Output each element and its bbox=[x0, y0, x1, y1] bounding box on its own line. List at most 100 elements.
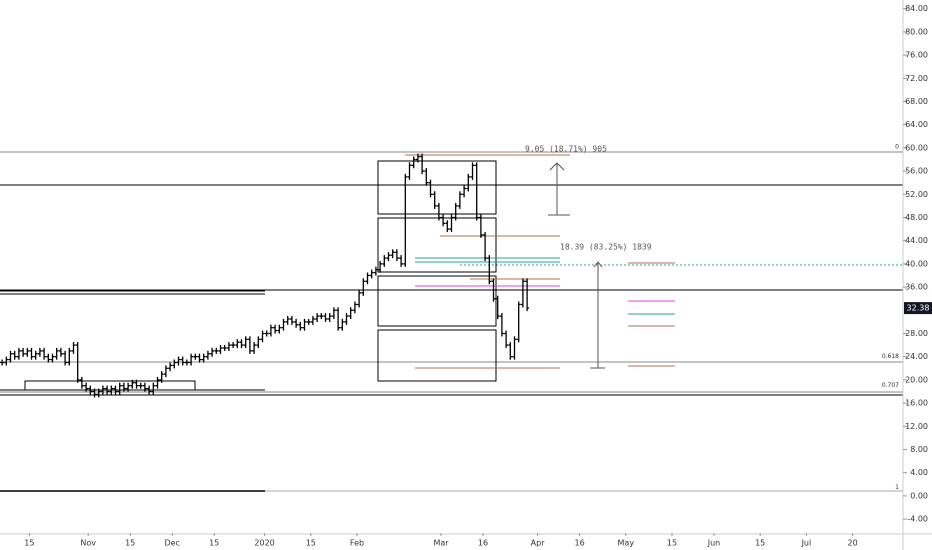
price-bar bbox=[323, 313, 328, 322]
price-bar bbox=[499, 313, 504, 337]
price-bar bbox=[226, 342, 231, 351]
price-bar bbox=[197, 353, 202, 363]
price-bar bbox=[403, 173, 408, 267]
y-tick-label: 20.00 bbox=[905, 375, 928, 384]
price-bar bbox=[193, 353, 198, 360]
price-bar bbox=[470, 162, 475, 180]
annotation: 9.05 (18.71%) 905 bbox=[525, 145, 607, 154]
price-bar bbox=[285, 315, 290, 325]
price-bar bbox=[134, 379, 139, 389]
price-bar bbox=[378, 260, 383, 273]
price-bar bbox=[37, 347, 42, 357]
price-bar bbox=[373, 266, 378, 276]
last-price-label: 32.38 bbox=[907, 304, 930, 313]
price-bar bbox=[25, 347, 30, 357]
price-bar bbox=[75, 342, 80, 383]
price-bar bbox=[239, 339, 244, 349]
x-tick-label: 15 bbox=[24, 539, 34, 548]
price-bar bbox=[214, 347, 219, 354]
price-bar bbox=[294, 318, 299, 328]
price-bar bbox=[441, 214, 446, 227]
price-bar bbox=[298, 321, 303, 331]
price-bar bbox=[117, 382, 122, 395]
level-label: 0.707 bbox=[882, 382, 899, 389]
price-bar bbox=[268, 324, 273, 337]
price-bar bbox=[79, 376, 84, 389]
y-tick-label: 16.00 bbox=[905, 399, 928, 408]
price-bar bbox=[176, 356, 181, 366]
price-bar bbox=[415, 153, 420, 163]
price-bar bbox=[512, 336, 517, 360]
price-bar bbox=[163, 365, 168, 378]
price-bar bbox=[247, 336, 252, 354]
x-tick-label: 15 bbox=[755, 539, 765, 548]
y-tick-label: 72.00 bbox=[905, 74, 928, 83]
price-bar bbox=[113, 385, 118, 395]
price-bar bbox=[315, 313, 320, 322]
price-bar bbox=[126, 382, 131, 392]
x-tick-label: Nov bbox=[80, 539, 96, 548]
price-bar bbox=[256, 336, 261, 349]
price-bar bbox=[327, 313, 332, 322]
level-label: 1 bbox=[895, 484, 899, 491]
x-tick-label: 2020 bbox=[254, 539, 274, 548]
price-bar bbox=[319, 313, 324, 320]
price-bar bbox=[390, 249, 395, 259]
price-bar bbox=[33, 350, 38, 360]
price-bar bbox=[310, 315, 315, 325]
price-bar bbox=[487, 255, 492, 285]
y-tick-label: 68.00 bbox=[905, 97, 928, 106]
y-tick-label: 36.00 bbox=[905, 283, 928, 292]
price-bar bbox=[231, 342, 236, 349]
price-bar bbox=[168, 362, 173, 372]
price-bar bbox=[12, 350, 17, 360]
price-bar bbox=[277, 324, 282, 334]
price-bar bbox=[411, 156, 416, 169]
price-bar bbox=[0, 359, 5, 366]
price-bar bbox=[445, 220, 450, 233]
y-tick-label: 8.00 bbox=[910, 445, 928, 454]
x-tick-label: Apr bbox=[531, 539, 546, 548]
y-tick-label: -4.00 bbox=[907, 515, 928, 524]
y-tick-label: 80.00 bbox=[905, 27, 928, 36]
price-bar bbox=[483, 231, 488, 262]
y-tick-label: 44.00 bbox=[905, 236, 928, 245]
price-bar bbox=[21, 347, 26, 357]
price-bar bbox=[520, 278, 525, 308]
price-bar bbox=[243, 336, 248, 349]
price-bar bbox=[252, 342, 257, 354]
price-bar bbox=[348, 307, 353, 320]
price-bar bbox=[474, 162, 479, 221]
x-tick-label: May bbox=[618, 539, 635, 548]
x-tick-label: Jul bbox=[801, 539, 812, 548]
price-bar bbox=[58, 347, 63, 357]
price-bar bbox=[478, 214, 483, 238]
level-label: 0.618 bbox=[882, 353, 899, 360]
y-tick-label: 76.00 bbox=[905, 51, 928, 60]
y-tick-label: 48.00 bbox=[905, 213, 928, 222]
price-bar bbox=[365, 272, 370, 285]
price-bar bbox=[8, 350, 13, 363]
price-bar bbox=[331, 307, 336, 320]
price-bar bbox=[159, 371, 164, 383]
price-bar bbox=[357, 289, 362, 308]
price-bar bbox=[222, 344, 227, 351]
price-bar bbox=[462, 185, 467, 198]
y-tick-label: 40.00 bbox=[905, 259, 928, 268]
y-tick-label: 0.00 bbox=[910, 491, 928, 500]
arrow-head bbox=[593, 261, 603, 268]
price-bar bbox=[92, 388, 97, 398]
y-tick-label: 24.00 bbox=[905, 352, 928, 361]
price-bar bbox=[466, 173, 471, 192]
x-tick-label: Feb bbox=[350, 539, 364, 548]
box bbox=[24, 380, 196, 391]
price-bar bbox=[289, 315, 294, 325]
price-bar bbox=[218, 344, 223, 354]
price-bar bbox=[407, 162, 412, 180]
price-bar bbox=[130, 379, 135, 389]
price-bar bbox=[210, 347, 215, 357]
y-tick-label: 4.00 bbox=[910, 468, 928, 477]
last-price-tag bbox=[904, 302, 932, 315]
x-tick-label: Jun bbox=[707, 539, 721, 548]
price-bar bbox=[184, 359, 189, 366]
